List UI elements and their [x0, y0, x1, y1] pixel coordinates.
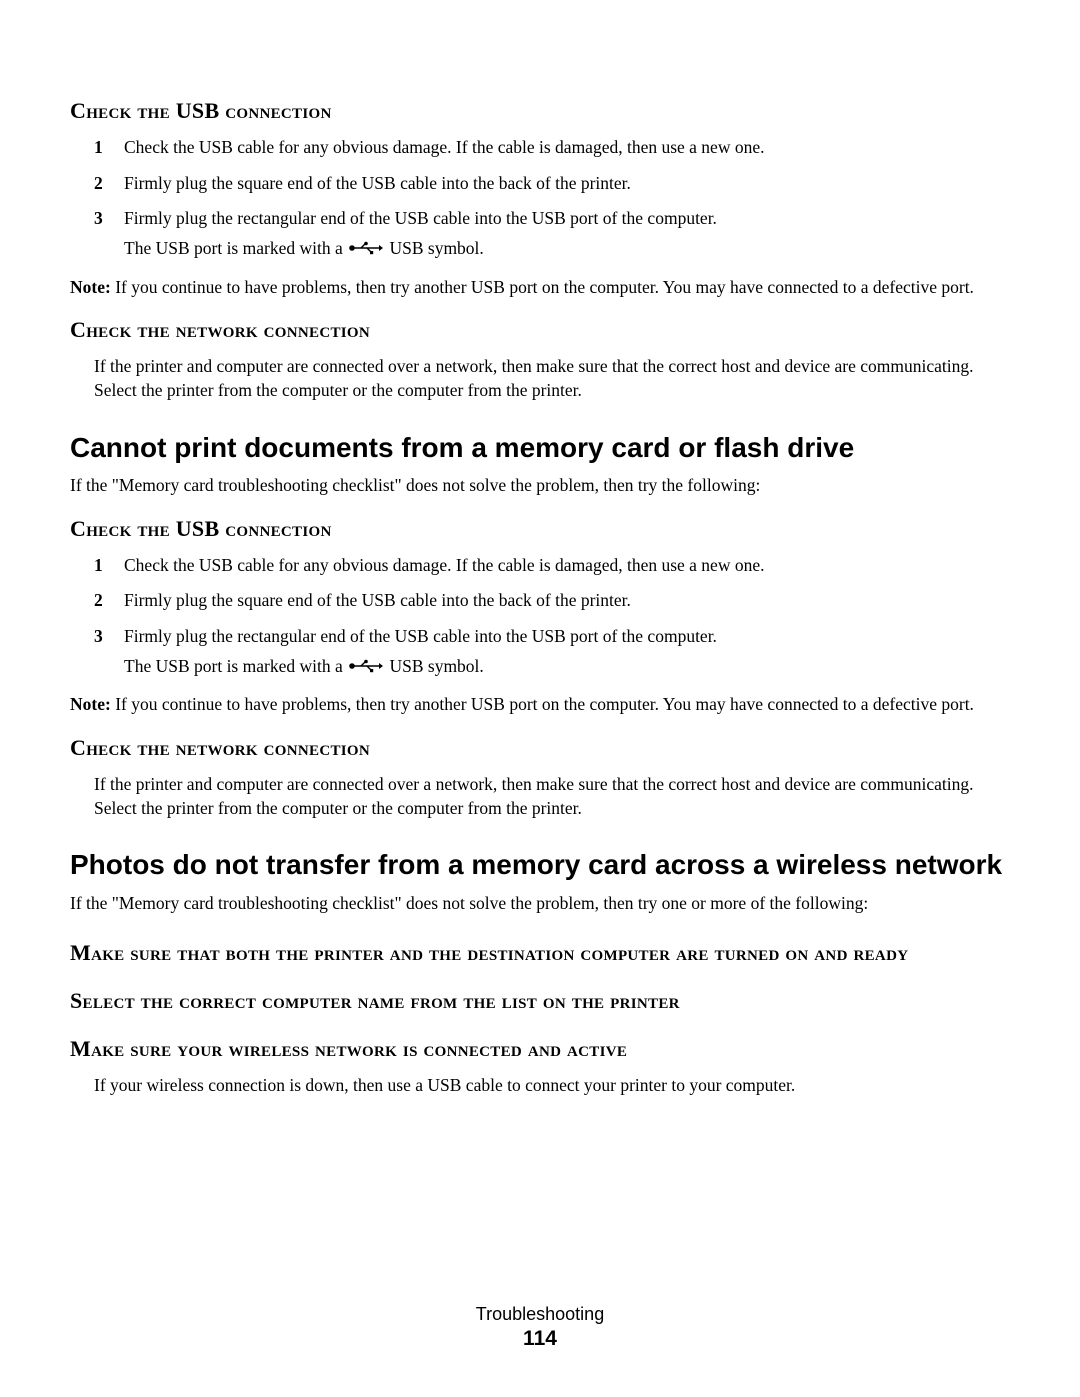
- step-num: 1: [94, 136, 103, 160]
- heading-check-network-1: Check the network connection: [70, 317, 1010, 343]
- note-text: If you continue to have problems, then t…: [111, 694, 974, 714]
- heading-check-usb-1: Check the USB connection: [70, 98, 1010, 124]
- step-1: 1 Check the USB cable for any obvious dam…: [94, 554, 1010, 578]
- intro-b: If the "Memory card troubleshooting chec…: [70, 892, 1010, 916]
- network-text-2: If the printer and computer are connecte…: [94, 773, 1010, 820]
- step-2: 2 Firmly plug the square end of the USB c…: [94, 589, 1010, 613]
- step-num: 2: [94, 172, 103, 196]
- step-text: Firmly plug the rectangular end of the U…: [124, 626, 717, 646]
- step-num: 3: [94, 207, 103, 231]
- step-subtext-b: USB symbol.: [389, 238, 483, 258]
- heading-check-network-2: Check the network connection: [70, 735, 1010, 761]
- step-2: 2 Firmly plug the square end of the USB c…: [94, 172, 1010, 196]
- step-text: Check the USB cable for any obvious dama…: [124, 137, 765, 157]
- step-num: 2: [94, 589, 103, 613]
- heading-photos-no-transfer: Photos do not transfer from a memory car…: [70, 848, 1010, 882]
- note-label: Note:: [70, 277, 111, 297]
- heading-printer-computer-on: Make sure that both the printer and the …: [70, 940, 1010, 966]
- document-page: Check the USB connection 1 Check the USB …: [0, 0, 1080, 1397]
- footer-page-number: 114: [0, 1327, 1080, 1351]
- step-subtext-b: USB symbol.: [389, 656, 483, 676]
- step-subtext-a: The USB port is marked with a: [124, 656, 347, 676]
- step-text: Firmly plug the square end of the USB ca…: [124, 590, 631, 610]
- note-1: Note: If you continue to have problems, …: [70, 276, 1010, 300]
- footer-title: Troubleshooting: [0, 1304, 1080, 1325]
- step-text: Firmly plug the rectangular end of the U…: [124, 208, 717, 228]
- step-text: Check the USB cable for any obvious dama…: [124, 555, 765, 575]
- note-text: If you continue to have problems, then t…: [111, 277, 974, 297]
- step-num: 1: [94, 554, 103, 578]
- step-num: 3: [94, 625, 103, 649]
- intro-a: If the "Memory card troubleshooting chec…: [70, 474, 1010, 498]
- step-3: 3 Firmly plug the rectangular end of the …: [94, 207, 1010, 261]
- heading-check-usb-2: Check the USB connection: [70, 516, 1010, 542]
- step-text: Firmly plug the square end of the USB ca…: [124, 173, 631, 193]
- network-text-1: If the printer and computer are connecte…: [94, 355, 1010, 402]
- step-subtext-a: The USB port is marked with a: [124, 238, 347, 258]
- note-label: Note:: [70, 694, 111, 714]
- note-2: Note: If you continue to have problems, …: [70, 693, 1010, 717]
- usb-steps-2: 1 Check the USB cable for any obvious dam…: [94, 554, 1010, 680]
- step-1: 1 Check the USB cable for any obvious dam…: [94, 136, 1010, 160]
- heading-wireless-active: Make sure your wireless network is conne…: [70, 1036, 1010, 1062]
- heading-select-computer-name: Select the correct computer name from th…: [70, 988, 1010, 1014]
- heading-cannot-print: Cannot print documents from a memory car…: [70, 431, 1010, 465]
- step-3: 3 Firmly plug the rectangular end of the …: [94, 625, 1010, 679]
- usb-icon: [349, 656, 383, 680]
- page-footer: Troubleshooting 114: [0, 1304, 1080, 1351]
- usb-icon: [349, 238, 383, 262]
- usb-steps-1: 1 Check the USB cable for any obvious dam…: [94, 136, 1010, 262]
- wireless-text: If your wireless connection is down, the…: [94, 1074, 1010, 1098]
